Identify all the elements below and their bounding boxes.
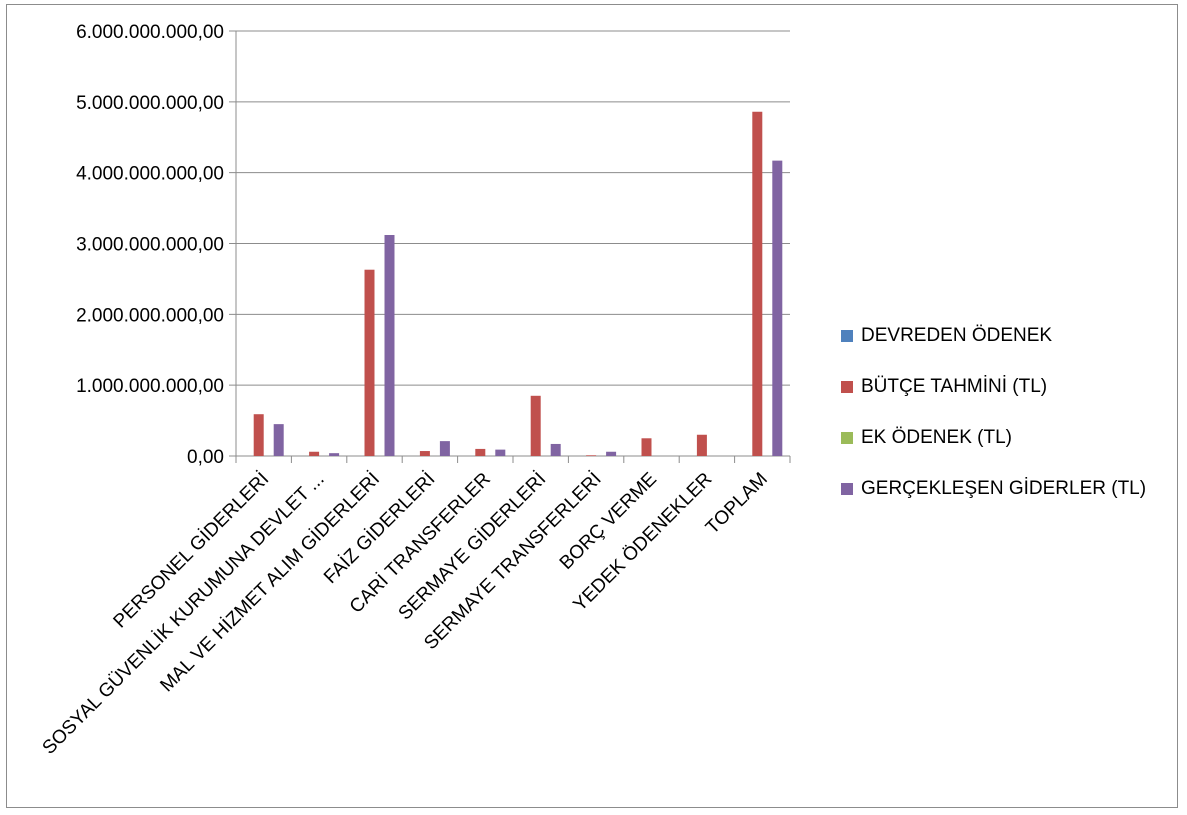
legend-swatch-butce-tahmini: [841, 381, 853, 393]
legend-label-devreden-odenek: DEVREDEN ÖDENEK: [861, 325, 1053, 346]
bar-chart: 0,00 1.000.000.000,00 2.000.000.000,00 3.00…: [39, 22, 791, 759]
y-tick-label: 4.000.000.000,00: [76, 164, 224, 185]
legend-label-gerceklesen-giderler: GERÇEKLEŞEN GİDERLER (TL): [861, 478, 1147, 499]
bar: [550, 443, 561, 456]
bar: [329, 453, 340, 456]
bar: [475, 448, 486, 456]
x-tick-label: BORÇ VERME: [556, 469, 661, 574]
bar: [273, 424, 284, 456]
legend-item-ek-odenek: EK ÖDENEK (TL): [841, 425, 1146, 451]
x-tick-label: SOSYAL GÜVENLİK KURUMUNA DEVLET ...: [39, 469, 329, 759]
legend-item-butce-tahmini: BÜTÇE TAHMİNİ (TL): [841, 374, 1146, 400]
bar: [364, 269, 375, 456]
y-tick-label: 1.000.000.000,00: [76, 376, 224, 397]
bar: [752, 111, 763, 456]
legend-item-devreden-odenek: DEVREDEN ÖDENEK: [841, 323, 1146, 349]
bar: [439, 441, 450, 456]
bar: [495, 449, 506, 456]
y-tick-label: 0,00: [187, 447, 224, 468]
bar: [253, 414, 264, 456]
bar: [384, 235, 395, 456]
legend-label-ek-odenek: EK ÖDENEK (TL): [861, 427, 1012, 448]
y-tick-label: 5.000.000.000,00: [76, 93, 224, 114]
bar: [309, 451, 320, 456]
y-tick-label: 2.000.000.000,00: [76, 305, 224, 326]
legend-label-butce-tahmini: BÜTÇE TAHMİNİ (TL): [861, 376, 1048, 397]
legend-swatch-devreden-odenek: [841, 330, 853, 342]
legend: DEVREDEN ÖDENEK BÜTÇE TAHMİNİ (TL) EK ÖD…: [841, 323, 1146, 527]
x-tick-label: TOPLAM: [702, 469, 772, 539]
chart-frame: 0,00 1.000.000.000,00 2.000.000.000,00 3.00…: [6, 4, 1178, 808]
bar: [419, 451, 430, 456]
x-tick-label: MAL VE HİZMET ALIM GİDERLERİ: [156, 469, 384, 697]
bar: [772, 160, 783, 456]
y-tick-label: 6.000.000.000,00: [76, 22, 224, 43]
legend-swatch-gerceklesen-giderler: [841, 483, 853, 495]
y-tick-label: 3.000.000.000,00: [76, 235, 224, 256]
bar: [586, 455, 597, 456]
bar: [696, 434, 707, 456]
bar: [641, 438, 652, 456]
legend-item-gerceklesen-giderler: GERÇEKLEŞEN GİDERLER (TL): [841, 476, 1146, 502]
bar: [530, 395, 541, 456]
bar: [606, 451, 617, 456]
legend-swatch-ek-odenek: [841, 432, 853, 444]
